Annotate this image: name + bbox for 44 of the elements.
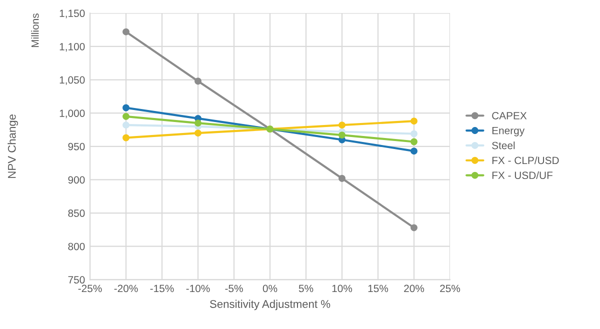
y-tick-label: 750 <box>68 276 85 284</box>
x-tick-label: 20% <box>404 284 424 292</box>
x-tick-label: 10% <box>332 284 352 292</box>
x-tick-label: 5% <box>298 284 314 292</box>
x-tick-label: -25% <box>78 284 102 292</box>
y-tick-label: 1,000 <box>60 110 85 118</box>
point <box>122 112 130 120</box>
y-tick-label: 850 <box>68 210 85 217</box>
x-tick-label: -20% <box>114 284 138 292</box>
point <box>338 132 346 139</box>
y-tick-label: 1,050 <box>60 76 85 85</box>
legend-label: FX - CLP/USD <box>492 156 559 164</box>
x-tick-label: 25% <box>440 284 460 292</box>
y-tick-label: 900 <box>68 176 85 184</box>
point <box>194 78 202 85</box>
point <box>194 120 202 127</box>
point <box>410 130 418 138</box>
x-tick-label: -10% <box>186 284 210 292</box>
y-tick-label: 1,100 <box>60 42 85 52</box>
point <box>122 122 130 129</box>
point <box>410 148 418 155</box>
y-tick-label: 1,150 <box>60 10 85 18</box>
point <box>338 174 346 182</box>
y-tick-label: 950 <box>68 142 85 150</box>
x-tick-label: 15% <box>368 284 388 292</box>
legend-label: CAPEX <box>492 112 527 120</box>
point <box>122 104 130 112</box>
legend-label: Energy <box>492 127 525 136</box>
point <box>410 138 418 146</box>
point <box>410 224 418 232</box>
x-tick-label: 0% <box>262 284 278 292</box>
y-tick-label: 800 <box>68 242 85 250</box>
text: Millions <box>31 14 39 48</box>
point <box>122 28 130 36</box>
point <box>194 130 202 137</box>
x-tick-label: -15% <box>150 284 174 292</box>
y-axis-title: NPV Change <box>8 114 18 178</box>
x-tick-label: -5% <box>225 284 243 292</box>
legend-label: FX - USD/UF <box>492 171 552 180</box>
point <box>410 118 418 125</box>
legend-label: Steel <box>492 142 515 150</box>
point <box>122 134 130 142</box>
x-axis-title: Sensitivity Adjustment % <box>210 300 330 310</box>
point <box>338 122 346 129</box>
